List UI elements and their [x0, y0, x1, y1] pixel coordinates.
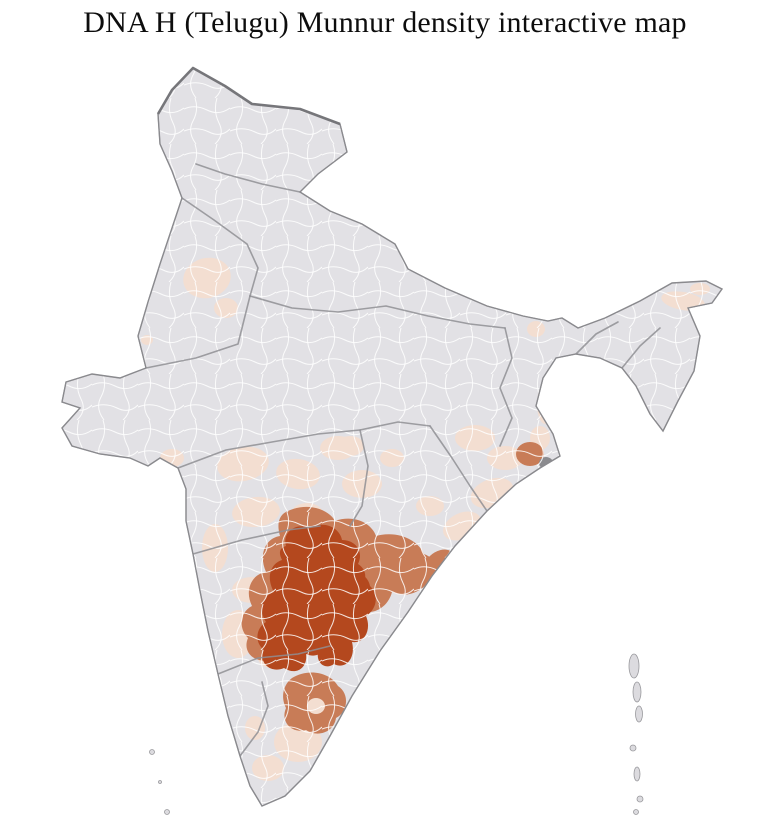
island[interactable]	[632, 681, 642, 703]
island[interactable]	[149, 749, 155, 755]
lakshadweep-islands[interactable]	[149, 749, 170, 815]
island[interactable]	[633, 766, 641, 782]
island[interactable]	[633, 809, 639, 815]
island[interactable]	[629, 744, 637, 752]
state-borders	[145, 163, 661, 757]
district-region-low[interactable]	[153, 458, 173, 510]
district-borders-overlay	[62, 68, 722, 806]
island[interactable]	[628, 653, 640, 679]
page-title: DNA H (Telugu) Munnur density interactiv…	[83, 6, 687, 39]
india-map[interactable]	[0, 6, 770, 817]
northern-boundary-line	[156, 66, 341, 126]
island[interactable]	[164, 809, 170, 815]
island[interactable]	[158, 780, 162, 784]
andaman-islands[interactable]	[628, 653, 644, 815]
map-container[interactable]	[0, 6, 770, 817]
island[interactable]	[636, 795, 644, 803]
island[interactable]	[635, 705, 643, 723]
